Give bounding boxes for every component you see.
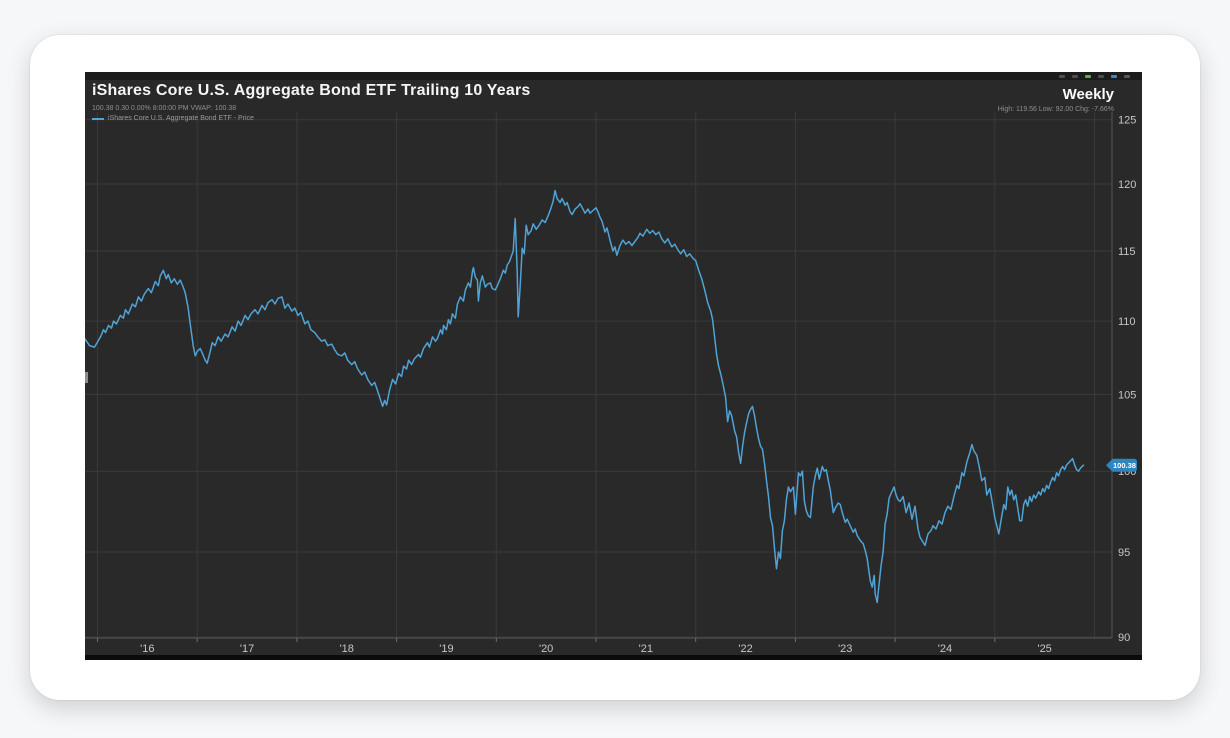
y-axis-label: 90: [1118, 632, 1130, 644]
price-chart[interactable]: 1251201151101051009590'16'17'18'19'20'21…: [85, 72, 1142, 660]
toolbar-mini-icon: [1098, 75, 1104, 78]
chart-card: 125 120 115 110 105 100 95 90'16'17'18'19'20'21…: [30, 35, 1200, 700]
chart-panel: 125 120 115 110 105 100 95 90'16'17'18'19'20'21…: [85, 72, 1142, 660]
last-price-tag: 100.38: [1106, 458, 1137, 472]
x-axis-label: '17: [240, 643, 254, 655]
x-axis-label: '25: [1037, 643, 1051, 655]
toolbar-sliver-icons: [1059, 75, 1130, 78]
bottom-strip: [85, 655, 1142, 660]
x-axis-label: '23: [838, 643, 852, 655]
toolbar-sliver: [85, 72, 1142, 80]
y-axis-label: 110: [1118, 316, 1136, 328]
y-axis-label: 120: [1118, 179, 1136, 191]
left-axis-tick: [85, 372, 88, 383]
toolbar-mini-icon: [1124, 75, 1130, 78]
x-axis-label: '18: [340, 643, 354, 655]
x-axis-label: '24: [938, 643, 952, 655]
toolbar-mini-icon: [1111, 75, 1117, 78]
y-axis-label: 95: [1118, 547, 1130, 559]
toolbar-mini-icon: [1059, 75, 1065, 78]
price-line-series: [85, 189, 1085, 604]
x-axis-label: '16: [140, 643, 154, 655]
gridlines: [85, 112, 1112, 638]
price-tag-value: 100.38: [1113, 461, 1136, 470]
x-axis-label: '20: [539, 643, 553, 655]
toolbar-mini-icon: [1072, 75, 1078, 78]
axes: [85, 112, 1113, 642]
x-axis-label: '19: [439, 643, 453, 655]
y-axis-label: 115: [1118, 246, 1136, 258]
y-axis-label: 105: [1118, 389, 1136, 401]
x-axis-label: '21: [639, 643, 653, 655]
y-axis-label: 125: [1118, 115, 1136, 127]
price-tag-shape: [1106, 458, 1137, 472]
toolbar-mini-icon: [1085, 75, 1091, 78]
x-axis-label: '22: [738, 643, 752, 655]
axis-labels: 1251201151101051009590'16'17'18'19'20'21…: [140, 115, 1136, 655]
